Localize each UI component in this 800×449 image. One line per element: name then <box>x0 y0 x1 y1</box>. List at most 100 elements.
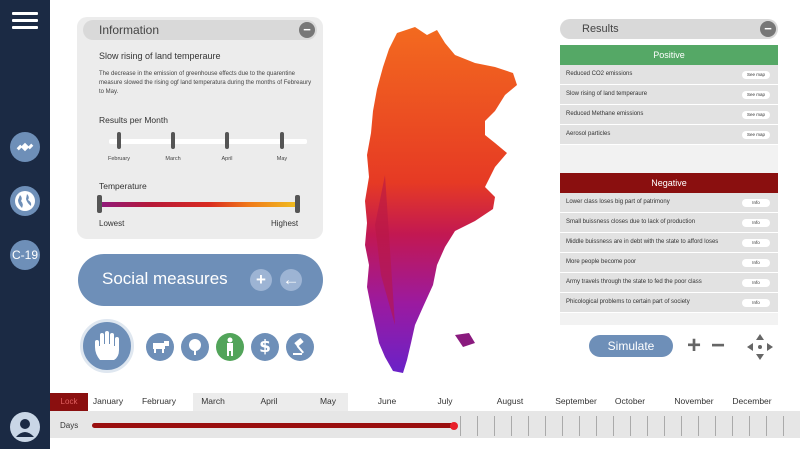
days-progress-track[interactable] <box>92 423 457 428</box>
zoom-in-icon[interactable]: + <box>687 332 702 359</box>
result-label: Reduced Methane emissions <box>566 111 644 117</box>
day-tick <box>647 416 648 436</box>
collapse-information-button[interactable]: − <box>299 22 315 38</box>
satellite-icon[interactable] <box>10 132 40 162</box>
results-per-month-label: Results per Month <box>99 115 168 125</box>
back-arrow-button[interactable]: ← <box>280 269 302 291</box>
see-map-button[interactable]: See map <box>742 131 770 139</box>
dollar-symbol: $ <box>259 337 271 357</box>
result-label: Slow rising of land temperaure <box>566 91 648 97</box>
timeline-month[interactable]: September <box>555 396 597 406</box>
simulate-button[interactable]: Simulate <box>589 335 673 357</box>
day-tick <box>681 416 682 436</box>
temperature-label: Temperature <box>99 181 147 191</box>
cow-icon[interactable] <box>146 333 174 361</box>
timeline-month[interactable]: March <box>201 396 225 406</box>
result-row: Lower class loses big part of patrimony I… <box>560 193 778 213</box>
see-map-button[interactable]: See map <box>742 91 770 99</box>
timeline-month[interactable]: June <box>377 396 397 406</box>
timeline-month[interactable]: October <box>614 396 646 406</box>
day-tick <box>783 416 784 436</box>
result-row: Small buissness closes due to lack of pr… <box>560 213 778 233</box>
day-tick <box>494 416 495 436</box>
days-slider-handle[interactable] <box>450 422 458 430</box>
temperature-map[interactable] <box>345 25 530 385</box>
info-button[interactable]: Info <box>742 199 770 207</box>
info-button[interactable]: Info <box>742 279 770 287</box>
stop-hand-icon[interactable] <box>80 319 134 373</box>
timeline-month[interactable]: December <box>732 396 772 406</box>
month-label: May <box>276 156 288 162</box>
social-measures-button[interactable]: Social measures + ← <box>78 254 323 306</box>
month-label: March <box>165 156 181 162</box>
positive-spacer <box>560 145 778 173</box>
zoom-out-icon[interactable]: − <box>711 332 726 359</box>
day-tick <box>715 416 716 436</box>
see-map-button[interactable]: See map <box>742 71 770 79</box>
tree-icon[interactable] <box>181 333 209 361</box>
day-tick <box>477 416 478 436</box>
result-row: Slow rising of land temperaure See map <box>560 85 778 105</box>
result-row: Army travels through the state to fed th… <box>560 273 778 293</box>
day-tick <box>698 416 699 436</box>
information-panel: Information − Slow rising of land temper… <box>77 17 323 239</box>
month-tick-march[interactable] <box>171 132 175 149</box>
info-heading: Slow rising of land temperaure <box>99 51 221 61</box>
information-header: Information − <box>83 20 317 40</box>
timeline-month[interactable]: February <box>141 396 176 406</box>
result-label: More people become poor <box>566 259 637 265</box>
result-label: Army travels through the state to fed th… <box>566 279 702 285</box>
timeline-month[interactable]: May <box>319 396 337 406</box>
pan-arrows-icon[interactable] <box>745 332 775 362</box>
covid19-button[interactable]: C-19 <box>10 240 40 270</box>
day-tick <box>664 416 665 436</box>
collapse-results-button[interactable]: − <box>760 21 776 37</box>
result-row: Middle buissness are in debt with the st… <box>560 233 778 253</box>
result-label: Reduced CO2 emissions <box>566 71 633 77</box>
user-avatar-icon[interactable] <box>10 412 40 442</box>
temperature-scale[interactable] <box>97 195 300 213</box>
timeline-month[interactable]: November <box>674 396 714 406</box>
person-icon[interactable] <box>216 333 244 361</box>
hamburger-menu-icon[interactable] <box>12 12 38 30</box>
timeline-month[interactable]: July <box>437 396 453 406</box>
month-tick-may[interactable] <box>280 132 284 149</box>
day-tick <box>766 416 767 436</box>
highest-label: Highest <box>271 219 299 228</box>
day-tick <box>749 416 750 436</box>
info-button[interactable]: Info <box>742 239 770 247</box>
results-list: Positive Reduced CO2 emissions See map Sl… <box>560 45 778 325</box>
timeline-month[interactable]: January <box>92 396 124 406</box>
month-slider[interactable] <box>109 132 307 149</box>
day-tick <box>596 416 597 436</box>
add-measure-button[interactable]: + <box>250 269 272 291</box>
result-row: Phicological problems to certain part of… <box>560 293 778 313</box>
globe-icon[interactable] <box>10 186 40 216</box>
see-map-button[interactable]: See map <box>742 111 770 119</box>
month-label: April <box>221 156 233 162</box>
day-tick <box>528 416 529 436</box>
day-tick <box>630 416 631 436</box>
temperature-low-handle[interactable] <box>97 195 102 213</box>
result-label: Middle buissness are in debt with the st… <box>566 239 719 245</box>
day-tick <box>579 416 580 436</box>
dollar-icon[interactable]: $ <box>251 333 279 361</box>
bottom-strip <box>50 438 800 449</box>
info-button[interactable]: Info <box>742 219 770 227</box>
lock-button[interactable]: Lock <box>50 393 88 411</box>
timeline-month[interactable]: April <box>260 396 278 406</box>
gavel-icon[interactable] <box>286 333 314 361</box>
month-tick-april[interactable] <box>225 132 229 149</box>
info-button[interactable]: Info <box>742 259 770 267</box>
lowest-label: Lowest <box>99 219 125 228</box>
day-tick <box>732 416 733 436</box>
information-title: Information <box>99 23 160 37</box>
month-tick-february[interactable] <box>117 132 121 149</box>
temperature-high-handle[interactable] <box>295 195 300 213</box>
selected-months-highlight <box>193 393 348 411</box>
result-row: Reduced CO2 emissions See map <box>560 65 778 85</box>
timeline-month[interactable]: August <box>496 396 524 406</box>
negative-spacer <box>560 313 778 325</box>
info-button[interactable]: Info <box>742 299 770 307</box>
map-shading <box>375 175 395 325</box>
